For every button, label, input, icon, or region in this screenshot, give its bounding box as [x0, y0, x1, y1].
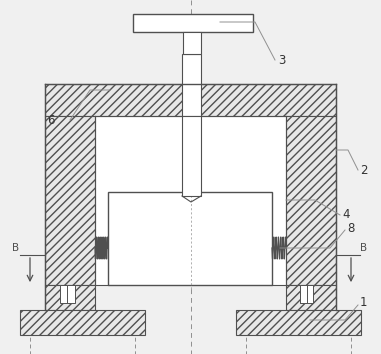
Bar [286, 116, 336, 285]
Bar [236, 310, 361, 335]
Text: 6: 6 [48, 114, 55, 126]
Bar [45, 116, 95, 285]
Bar [67, 285, 75, 303]
Text: 4: 4 [342, 209, 349, 222]
Bar [286, 285, 336, 310]
Bar [182, 116, 201, 196]
Text: 3: 3 [278, 53, 285, 67]
Bar [45, 84, 336, 116]
Bar [300, 285, 313, 303]
Bar [300, 285, 307, 303]
Bar [60, 285, 73, 303]
Bar [133, 14, 253, 32]
Text: B: B [13, 243, 19, 253]
Bar [182, 54, 201, 116]
Text: 8: 8 [347, 222, 354, 234]
Bar [183, 32, 201, 54]
Bar [108, 192, 272, 285]
Text: 2: 2 [360, 164, 368, 177]
Text: B: B [360, 243, 368, 253]
Bar [20, 310, 145, 335]
Text: 1: 1 [360, 297, 368, 309]
Bar [95, 116, 286, 285]
Bar [45, 285, 95, 310]
